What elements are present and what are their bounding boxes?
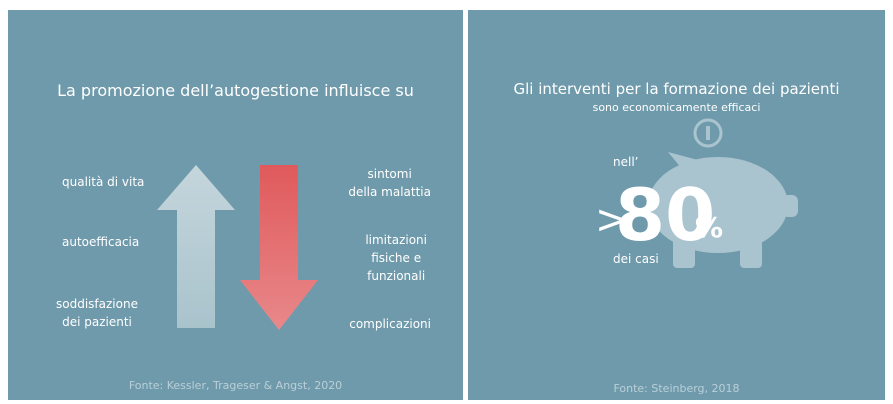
right-title: Gli interventi per la formazione dei paz…: [513, 80, 840, 98]
down-arrow: [240, 165, 318, 330]
left-panel: La promozione dell’autogestione influisc…: [8, 10, 463, 400]
increase-item: qualità di vita: [62, 175, 145, 189]
decrease-item: complicazioni: [349, 317, 431, 331]
comparator: >: [595, 197, 629, 243]
figure: 80: [615, 173, 716, 257]
increase-item: soddisfazione dei pazienti: [56, 297, 138, 329]
suffix: dei casi: [613, 252, 659, 266]
prefix: nell’: [613, 155, 639, 169]
piggy-bank: [648, 118, 798, 268]
left-title: La promozione dell’autogestione influisc…: [57, 81, 414, 100]
right-panel: Gli interventi per la formazione dei paz…: [468, 10, 885, 400]
source: Fonte: Kessler, Trageser & Angst, 2020: [128, 379, 343, 392]
unit: %: [695, 211, 724, 244]
arrows: [157, 165, 318, 330]
up-arrow: [157, 165, 235, 328]
decrease-item: limitazioni fisiche e funzionali: [365, 233, 427, 283]
decrease-item: sintomi della malattia: [348, 167, 431, 199]
increase-item: autoefficacia: [62, 235, 140, 249]
source: Fonte: Steinberg, 2018: [613, 382, 740, 395]
right-subtitle: sono economicamente efficaci: [592, 101, 761, 114]
